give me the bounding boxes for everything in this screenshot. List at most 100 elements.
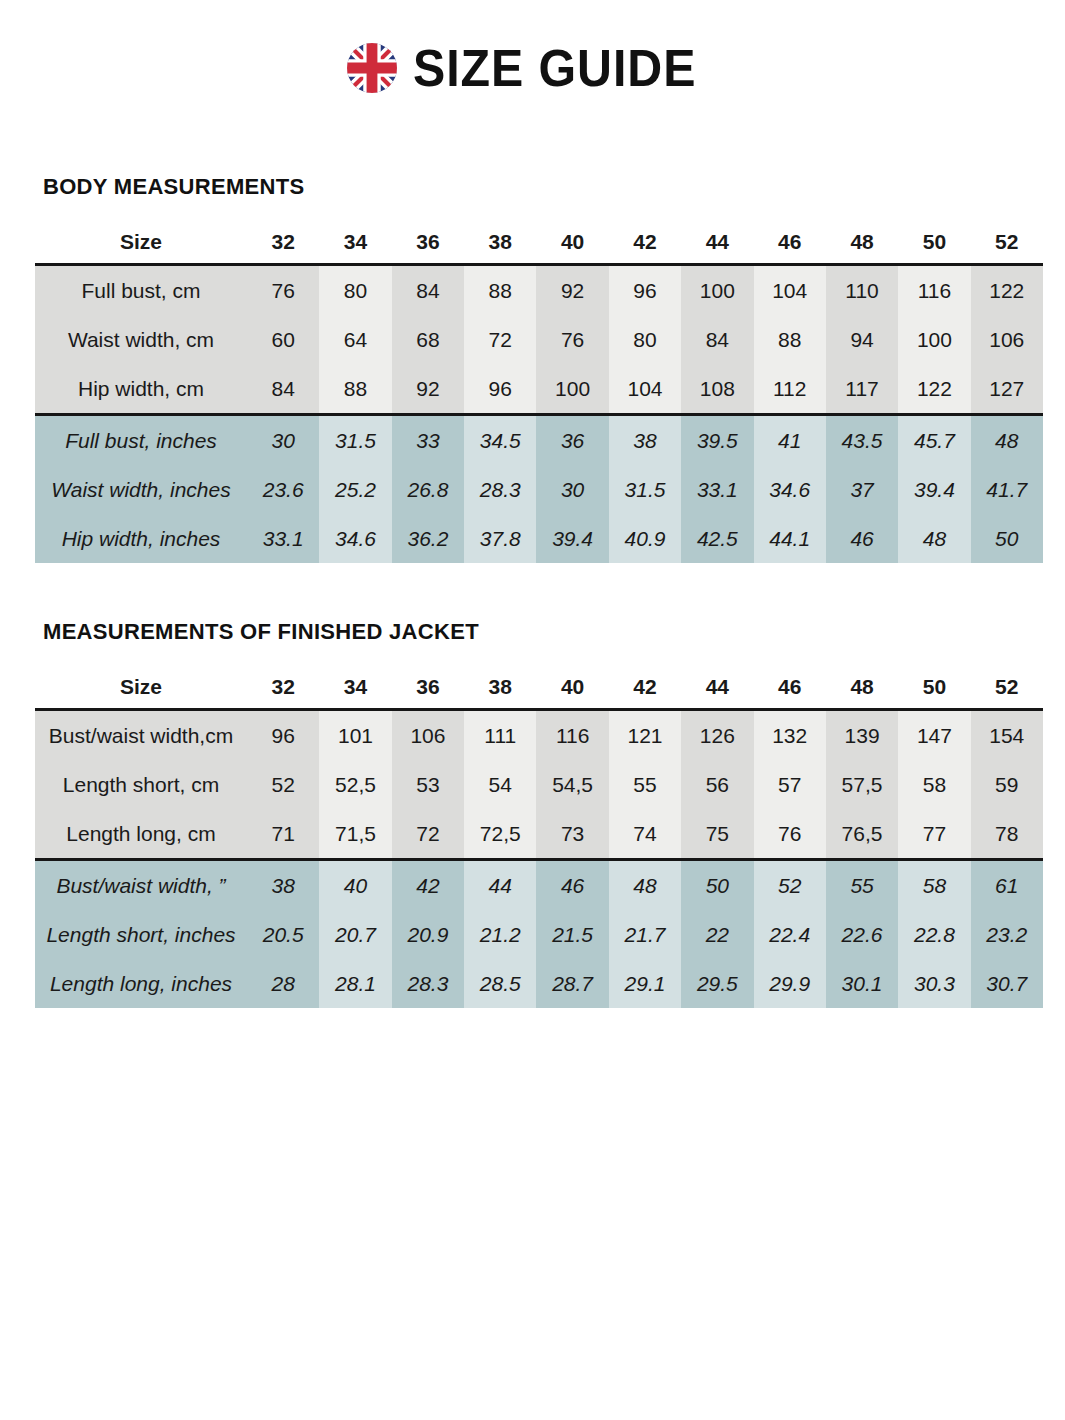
value-cell: 100 <box>898 315 970 364</box>
size-col-header-50: 50 <box>898 658 970 710</box>
value-cell: 53 <box>392 760 464 809</box>
value-cell: 28.5 <box>464 959 536 1008</box>
size-col-header-36: 36 <box>392 658 464 710</box>
finished-jacket-table: Size3234363840424446485052Bust/waist wid… <box>35 658 1043 1008</box>
value-cell: 80 <box>609 315 681 364</box>
value-cell: 30 <box>247 415 319 466</box>
value-cell: 48 <box>609 860 681 911</box>
value-cell: 116 <box>898 265 970 316</box>
value-cell: 34.6 <box>319 514 391 563</box>
value-cell: 41.7 <box>971 465 1043 514</box>
value-cell: 76 <box>247 265 319 316</box>
table-row: Full bust, cm768084889296100104110116122 <box>35 265 1043 316</box>
value-cell: 21.2 <box>464 910 536 959</box>
value-cell: 101 <box>319 710 391 761</box>
value-cell: 36 <box>536 415 608 466</box>
value-cell: 104 <box>609 364 681 415</box>
size-col-header-48: 48 <box>826 213 898 265</box>
row-label: Bust/waist width, ” <box>35 860 247 911</box>
size-col-header-44: 44 <box>681 658 753 710</box>
value-cell: 30.7 <box>971 959 1043 1008</box>
value-cell: 28.3 <box>392 959 464 1008</box>
value-cell: 31.5 <box>609 465 681 514</box>
size-col-header-52: 52 <box>971 213 1043 265</box>
value-cell: 37.8 <box>464 514 536 563</box>
value-cell: 21.5 <box>536 910 608 959</box>
value-cell: 23.2 <box>971 910 1043 959</box>
value-cell: 64 <box>319 315 391 364</box>
value-cell: 20.9 <box>392 910 464 959</box>
value-cell: 30 <box>536 465 608 514</box>
value-cell: 29.9 <box>754 959 826 1008</box>
value-cell: 55 <box>826 860 898 911</box>
table-row: Bust/waist width,cm961011061111161211261… <box>35 710 1043 761</box>
value-cell: 77 <box>898 809 970 860</box>
value-cell: 111 <box>464 710 536 761</box>
value-cell: 33 <box>392 415 464 466</box>
value-cell: 39.4 <box>536 514 608 563</box>
table-row: Length long, cm7171,57272,57374757676,57… <box>35 809 1043 860</box>
value-cell: 28.3 <box>464 465 536 514</box>
value-cell: 110 <box>826 265 898 316</box>
table-row: Hip width, inches33.134.636.237.839.440.… <box>35 514 1043 563</box>
table-row: Hip width, cm848892961001041081121171221… <box>35 364 1043 415</box>
value-cell: 20.5 <box>247 910 319 959</box>
value-cell: 50 <box>971 514 1043 563</box>
value-cell: 78 <box>971 809 1043 860</box>
value-cell: 30.3 <box>898 959 970 1008</box>
value-cell: 68 <box>392 315 464 364</box>
value-cell: 43.5 <box>826 415 898 466</box>
value-cell: 126 <box>681 710 753 761</box>
value-cell: 48 <box>971 415 1043 466</box>
size-col-header-46: 46 <box>754 658 826 710</box>
page-header: SIZE GUIDE <box>0 0 1065 96</box>
value-cell: 21.7 <box>609 910 681 959</box>
value-cell: 72 <box>392 809 464 860</box>
table-row: Bust/waist width, ”384042444648505255586… <box>35 860 1043 911</box>
value-cell: 122 <box>898 364 970 415</box>
value-cell: 76 <box>754 809 826 860</box>
value-cell: 22 <box>681 910 753 959</box>
row-label: Length short, cm <box>35 760 247 809</box>
value-cell: 36.2 <box>392 514 464 563</box>
value-cell: 52 <box>754 860 826 911</box>
size-col-header-42: 42 <box>609 213 681 265</box>
value-cell: 40.9 <box>609 514 681 563</box>
row-label: Hip width, cm <box>35 364 247 415</box>
size-col-header-36: 36 <box>392 213 464 265</box>
row-label: Full bust, inches <box>35 415 247 466</box>
size-col-header-40: 40 <box>536 213 608 265</box>
value-cell: 46 <box>536 860 608 911</box>
table-row: Waist width, cm606468727680848894100106 <box>35 315 1043 364</box>
value-cell: 34.5 <box>464 415 536 466</box>
value-cell: 34.6 <box>754 465 826 514</box>
table-row: Full bust, inches3031.53334.5363839.5414… <box>35 415 1043 466</box>
value-cell: 88 <box>754 315 826 364</box>
finished-jacket-section: MEASUREMENTS OF FINISHED JACKET Size3234… <box>35 619 1043 1008</box>
size-col-header-38: 38 <box>464 658 536 710</box>
value-cell: 23.6 <box>247 465 319 514</box>
value-cell: 48 <box>898 514 970 563</box>
value-cell: 55 <box>609 760 681 809</box>
value-cell: 108 <box>681 364 753 415</box>
value-cell: 88 <box>319 364 391 415</box>
size-col-header-42: 42 <box>609 658 681 710</box>
value-cell: 25.2 <box>319 465 391 514</box>
value-cell: 56 <box>681 760 753 809</box>
value-cell: 44 <box>464 860 536 911</box>
section-title-body-measurements: BODY MEASUREMENTS <box>43 174 1043 200</box>
row-label: Waist width, inches <box>35 465 247 514</box>
value-cell: 31.5 <box>319 415 391 466</box>
value-cell: 29.1 <box>609 959 681 1008</box>
value-cell: 38 <box>609 415 681 466</box>
size-col-header-50: 50 <box>898 213 970 265</box>
size-col-header-34: 34 <box>319 213 391 265</box>
body-measurements-table: Size3234363840424446485052Full bust, cm7… <box>35 213 1043 563</box>
value-cell: 96 <box>247 710 319 761</box>
value-cell: 33.1 <box>681 465 753 514</box>
value-cell: 42.5 <box>681 514 753 563</box>
value-cell: 28.1 <box>319 959 391 1008</box>
size-header-label: Size <box>35 658 247 710</box>
row-label: Waist width, cm <box>35 315 247 364</box>
size-header-label: Size <box>35 213 247 265</box>
